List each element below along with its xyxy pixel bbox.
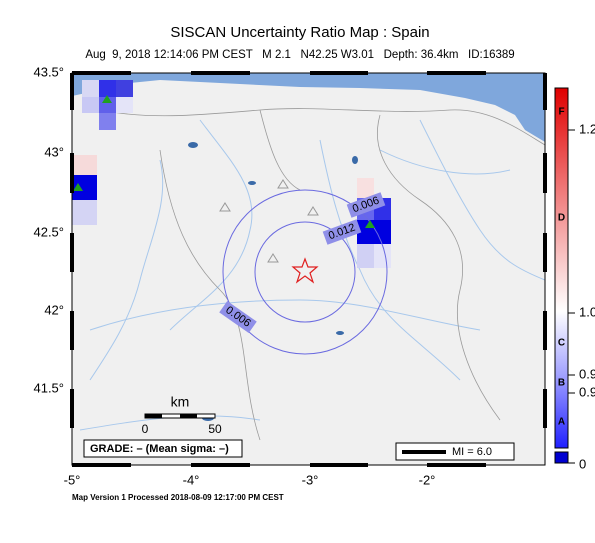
grade-letter: A [558, 417, 565, 428]
scale-unit: km [171, 394, 190, 410]
lat-label: 43° [44, 144, 64, 159]
title: SISCAN Uncertainty Ratio Map : Spain [170, 24, 429, 41]
lon-label: -4° [183, 472, 200, 487]
footer: Map Version 1 Processed 2018-08-09 12:17… [72, 493, 284, 502]
grade-letter: F [558, 107, 564, 118]
lat-labels: 43.5° 43° 42.5° 42° 41.5° [33, 64, 64, 395]
lon-label: -5° [64, 472, 81, 487]
lat-label: 43.5° [33, 64, 64, 79]
borders [99, 108, 546, 441]
colorbar-tick-labels: 1.2 1.0 0.9 0.9 0 [579, 121, 595, 471]
legend-box [395, 442, 515, 461]
grade: GRADE: – (Mean sigma: –) [90, 443, 229, 455]
grade-letter: D [558, 213, 565, 224]
epicenter [291, 257, 319, 284]
lon-labels: -5° -4° -3° -2° [64, 472, 436, 487]
colorbar-tick-label: 1.2 [579, 121, 595, 136]
scale-tick: 50 [208, 422, 222, 436]
legend-label: MI = 6.0 [452, 446, 492, 458]
frame-ticks [70, 71, 547, 467]
map-area: 0.006 0.012 0.006 km 0 50 GRAD [70, 71, 547, 467]
subtitle: Aug 9, 2018 12:14:06 PM CEST M 2.1 N42.2… [85, 49, 514, 61]
colorbar-tick-label: 0.9 [579, 384, 595, 399]
lat-label: 42.5° [33, 224, 64, 239]
colorbar: F D C B A 1.2 1.0 0.9 0.9 0 [554, 87, 595, 471]
land [72, 73, 545, 465]
lat-label: 42° [44, 302, 64, 317]
colorbar-ticks [568, 129, 575, 464]
contours [222, 189, 388, 355]
sea [72, 73, 545, 142]
colorbar-tick-label: 0 [579, 456, 586, 471]
stations [73, 95, 375, 263]
grade-letter: C [558, 338, 565, 349]
colorbar-tick-label: 1.0 [579, 304, 595, 319]
scale-bar: km 0 50 [142, 394, 222, 436]
lon-label: -2° [419, 472, 436, 487]
lat-label: 41.5° [33, 380, 64, 395]
lon-label: -3° [302, 472, 319, 487]
colorbar-tick-label: 0.9 [579, 366, 595, 381]
scale-tick: 0 [142, 422, 149, 436]
colorbar-scale [554, 87, 569, 449]
grade-box [83, 439, 243, 458]
grade-letter: B [558, 378, 565, 389]
colorbar-min [554, 451, 569, 464]
colorbar-letters: F D C B A [558, 107, 565, 428]
